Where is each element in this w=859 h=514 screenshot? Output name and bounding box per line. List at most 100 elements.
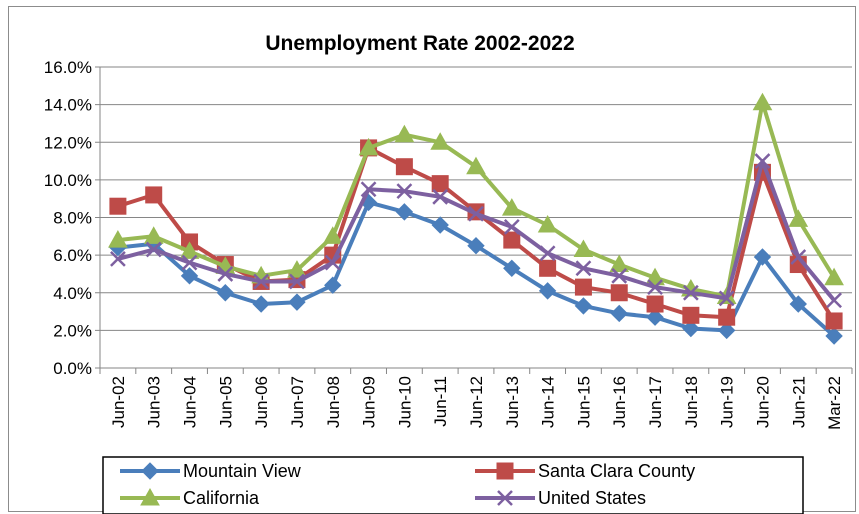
data-point-mountain-view [682, 319, 700, 338]
data-point-california [287, 260, 307, 278]
y-tick-label: 10.0% [44, 171, 92, 190]
data-point-santa-clara-county [145, 186, 163, 204]
data-point-mountain-view [252, 295, 270, 313]
legend-label-santa-clara-county: Santa Clara County [538, 461, 695, 481]
data-point-california [179, 241, 200, 259]
data-point-united-states [826, 292, 842, 309]
data-point-mountain-view [288, 293, 306, 311]
data-point-mountain-view [753, 248, 772, 266]
data-point-mountain-view [503, 259, 521, 278]
data-point-california [466, 156, 486, 175]
y-tick-label: 4.0% [53, 284, 92, 303]
x-tick-label: Mar-22 [825, 376, 844, 430]
data-point-mountain-view [431, 216, 449, 234]
data-point-california [609, 254, 630, 273]
x-tick-label: Jun-09 [360, 376, 379, 428]
x-tick-label: Jun-10 [395, 376, 414, 428]
data-point-california [430, 132, 451, 150]
data-point-united-states [181, 254, 198, 271]
data-point-mountain-view [646, 308, 664, 326]
data-point-california [573, 239, 594, 257]
y-tick-label: 12.0% [44, 133, 92, 152]
x-tick-label: Jun-15 [574, 376, 593, 428]
data-point-santa-clara-county [610, 284, 628, 302]
data-point-united-states [754, 153, 771, 169]
y-tick-label: 14.0% [44, 96, 92, 115]
y-tick-label: 2.0% [53, 321, 92, 340]
x-tick-label: Jun-14 [539, 376, 558, 428]
data-point-california [108, 230, 128, 248]
x-tick-label: Jun-13 [503, 376, 522, 428]
x-tick-label: Jun-04 [181, 376, 200, 428]
legend-label-mountain-view: Mountain View [183, 461, 302, 481]
legend-label-california: California [183, 488, 260, 508]
x-tick-label: Jun-16 [610, 376, 629, 428]
data-point-mountain-view [216, 284, 235, 302]
data-point-mountain-view [789, 295, 807, 313]
data-point-santa-clara-county [718, 308, 736, 326]
data-point-santa-clara-county [574, 278, 592, 296]
data-point-united-states [468, 205, 484, 222]
data-point-united-states [360, 181, 377, 198]
x-tick-label: Jun-12 [467, 376, 486, 428]
y-tick-label: 8.0% [53, 209, 92, 228]
data-point-california [645, 267, 665, 286]
x-tick-label: Jun-11 [431, 376, 450, 427]
data-point-united-states [432, 188, 449, 205]
x-tick-label: Jun-18 [682, 376, 701, 428]
data-point-united-states [647, 279, 663, 295]
data-point-united-states [217, 266, 234, 282]
data-point-santa-clara-county [646, 295, 664, 313]
y-tick-label: 16.0% [44, 58, 92, 77]
data-point-united-states [575, 260, 592, 277]
data-point-california [824, 267, 844, 286]
data-point-mountain-view [467, 237, 485, 255]
data-point-united-states [253, 273, 270, 290]
data-point-california [788, 209, 809, 227]
data-point-mountain-view [395, 203, 414, 221]
data-point-mountain-view [610, 304, 628, 323]
legend-label-united-states: United States [538, 488, 646, 508]
x-tick-label: Jun-08 [324, 376, 343, 428]
x-tick-label: Jun-21 [789, 376, 808, 428]
x-tick-label: Jun-19 [718, 376, 737, 428]
data-point-united-states [682, 284, 699, 301]
data-point-santa-clara-county [395, 158, 413, 176]
legend-marker-mountain-view [141, 462, 159, 480]
x-tick-label: Jun-02 [109, 376, 128, 428]
data-point-santa-clara-county [539, 259, 557, 277]
data-point-santa-clara-county [109, 197, 127, 215]
data-point-united-states [289, 273, 305, 290]
y-tick-label: 0.0% [53, 359, 92, 378]
data-point-santa-clara-county [825, 312, 843, 330]
x-tick-label: Jun-17 [646, 376, 665, 428]
x-tick-label: Jun-20 [753, 376, 772, 428]
y-tick-label: 6.0% [53, 246, 92, 265]
data-point-united-states [611, 267, 628, 284]
data-point-united-states [396, 183, 413, 200]
legend-marker-california [140, 487, 160, 506]
x-tick-label: Jun-05 [216, 376, 235, 428]
data-point-santa-clara-county [503, 231, 521, 249]
data-point-mountain-view [717, 321, 736, 340]
data-point-santa-clara-county [431, 175, 449, 193]
data-point-mountain-view [538, 282, 557, 300]
data-point-santa-clara-county [682, 306, 700, 324]
data-point-california [501, 198, 522, 216]
data-point-california [143, 226, 164, 244]
data-point-united-states [145, 241, 162, 258]
data-point-california [752, 92, 773, 111]
chart-title: Unemployment Rate 2002-2022 [265, 32, 574, 55]
data-point-mountain-view [574, 297, 593, 315]
data-point-california [537, 215, 558, 233]
data-point-california [358, 137, 379, 156]
data-point-united-states [110, 251, 126, 267]
data-point-united-states [790, 249, 807, 265]
data-point-mountain-view [825, 327, 843, 345]
x-tick-label: Jun-06 [252, 376, 271, 428]
legend-box [102, 456, 804, 514]
x-tick-label: Jun-07 [288, 376, 307, 428]
data-point-california [394, 124, 415, 143]
data-point-united-states [324, 254, 341, 271]
